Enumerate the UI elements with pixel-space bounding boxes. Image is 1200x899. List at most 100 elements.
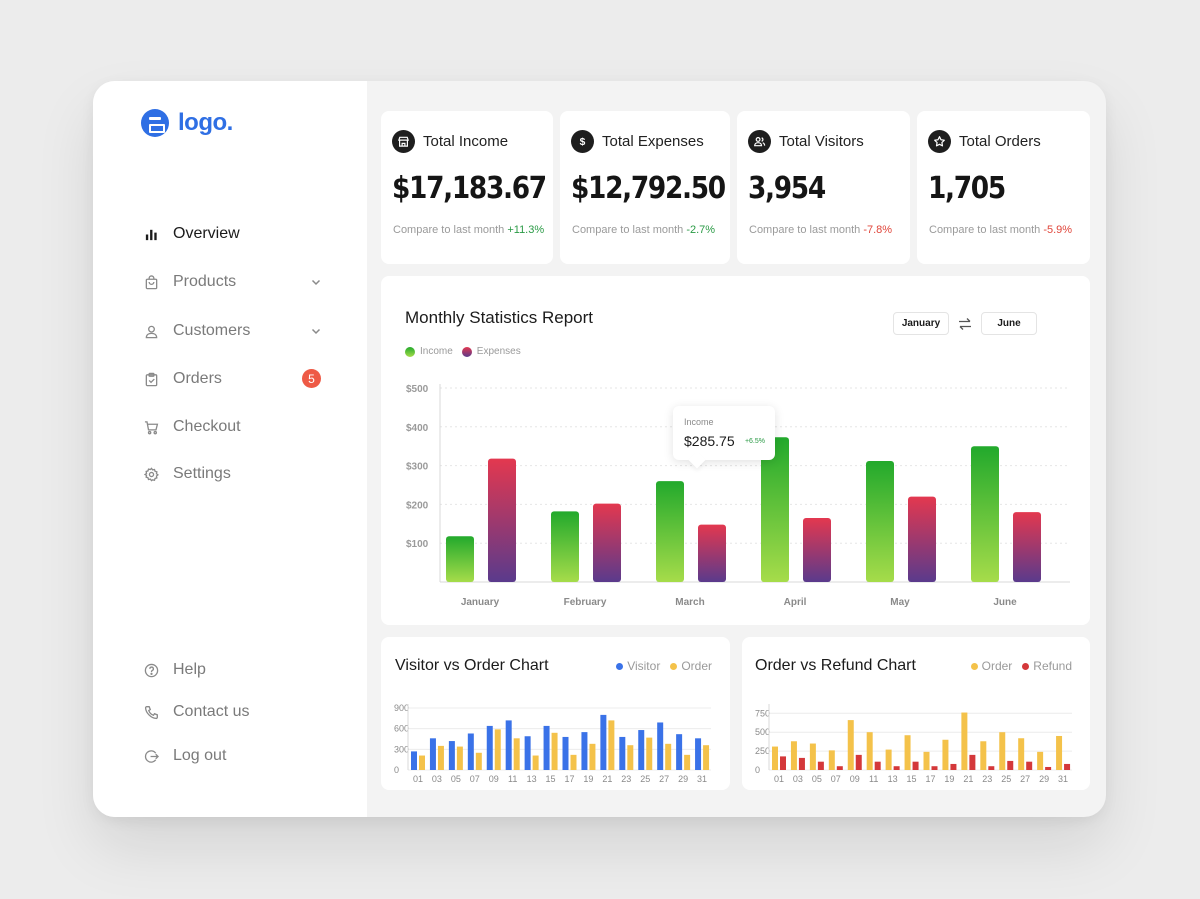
to-month-select[interactable]: June (981, 312, 1037, 335)
sidebar-item-help[interactable]: Help (143, 655, 323, 685)
y-tick-label: 750 (755, 708, 770, 718)
refund-bar (1045, 766, 1052, 770)
visitor-bar (486, 725, 493, 770)
change-value: -5.9% (1043, 224, 1073, 236)
y-tick-label: 900 (394, 703, 409, 713)
x-tick-label: 03 (432, 774, 442, 784)
order-swatch (670, 662, 678, 670)
order-bar (494, 729, 501, 770)
x-tick-label: 25 (1001, 774, 1011, 784)
chevron-down-icon[interactable] (309, 275, 323, 289)
chart-legend: Order Refund (961, 659, 1072, 673)
stat-value: $12,792.50 (571, 171, 726, 206)
stat-card-total-visitors[interactable]: Total Visitors 3,954 Compare to last mon… (737, 111, 910, 264)
x-tick-label: 29 (678, 774, 688, 784)
x-tick-label: 05 (451, 774, 461, 784)
y-tick-label: 600 (394, 724, 409, 734)
visitor-bar (619, 736, 626, 770)
sidebar-item-checkout[interactable]: Checkout (143, 412, 323, 442)
stat-card-total-expenses[interactable]: $ Total Expenses $12,792.50 Compare to l… (560, 111, 730, 264)
refund-bar (931, 766, 938, 770)
refund-bar (780, 756, 786, 770)
sidebar-item-label: Contact us (173, 703, 250, 720)
expenses-bar (593, 503, 621, 582)
sidebar-item-overview[interactable]: Overview (143, 219, 323, 249)
visitor-bar (600, 714, 607, 770)
x-tick-label: 15 (907, 774, 917, 784)
sidebar-item-customers[interactable]: Customers (143, 316, 323, 346)
stat-card-total-orders[interactable]: Total Orders 1,705 Compare to last month… (917, 111, 1090, 264)
x-tick-label: 19 (583, 774, 593, 784)
compare-text: Compare to last month (749, 224, 861, 236)
sidebar-item-contact-us[interactable]: Contact us (143, 697, 323, 727)
expenses-bar (908, 496, 936, 582)
x-tick-label: 23 (621, 774, 631, 784)
x-tick-label: 05 (812, 774, 822, 784)
sidebar-item-label: Checkout (173, 418, 241, 435)
y-tick-label: $500 (406, 384, 429, 395)
sidebar-item-products[interactable]: Products (143, 267, 323, 297)
legend-label: Refund (1033, 659, 1072, 673)
chart-legend: Income Expenses (405, 346, 530, 357)
x-tick-label: May (890, 597, 910, 608)
swap-icon[interactable] (957, 316, 973, 332)
logo-icon (141, 109, 169, 137)
order-bar (608, 720, 615, 770)
order-bar (532, 755, 539, 770)
sidebar: logo. Overview Products Customers (93, 81, 367, 817)
expenses-bar (488, 458, 516, 582)
stat-title: Total Income (423, 133, 509, 150)
tooltip-label: Income (684, 417, 714, 427)
cart-icon (143, 419, 159, 435)
refund-bar (893, 766, 900, 770)
order-bar (1037, 751, 1044, 770)
order-bar (904, 735, 911, 770)
svg-text:$: $ (580, 137, 586, 148)
x-tick-label: 07 (470, 774, 480, 784)
x-tick-label: 01 (413, 774, 423, 784)
visitor-bar (657, 722, 664, 770)
order-bar (790, 741, 797, 770)
visitor-bar (448, 741, 455, 770)
sidebar-item-orders[interactable]: Orders 5 (143, 364, 323, 394)
order-bar (772, 746, 778, 770)
stat-card-total-income[interactable]: Total Income $17,183.67 Compare to last … (381, 111, 553, 264)
order-bar (1018, 738, 1025, 770)
change-value: +11.3% (507, 224, 545, 236)
gear-icon (143, 466, 159, 482)
order-bar (684, 754, 691, 770)
x-tick-label: 27 (1020, 774, 1030, 784)
expenses-bar (1013, 512, 1041, 582)
y-tick-label: 0 (394, 765, 399, 775)
order-bar (646, 737, 653, 770)
dollar-icon: $ (571, 130, 594, 153)
chart-title: Monthly Statistics Report (405, 308, 594, 327)
chevron-down-icon[interactable] (309, 324, 323, 338)
order-bar (419, 755, 425, 770)
x-tick-label: 07 (831, 774, 841, 784)
logo[interactable]: logo. (141, 109, 233, 137)
from-month-select[interactable]: January (893, 312, 949, 335)
order-bar (437, 745, 444, 770)
stat-value: 1,705 (928, 171, 1006, 206)
x-tick-label: 11 (869, 774, 878, 784)
compare-text: Compare to last month (572, 224, 684, 236)
sidebar-item-label: Customers (173, 322, 251, 339)
x-tick-label: 11 (508, 774, 517, 784)
visitor-bar (581, 732, 588, 770)
sidebar-item-settings[interactable]: Settings (143, 459, 323, 489)
y-tick-label: $400 (406, 423, 429, 434)
phone-icon (143, 704, 159, 720)
x-tick-label: 25 (640, 774, 650, 784)
order-bar (665, 743, 672, 770)
visitor-bar (676, 734, 683, 770)
order-bar (961, 712, 968, 770)
visitor-swatch (616, 662, 624, 670)
visitor-bar (638, 730, 645, 770)
refund-bar (1026, 761, 1033, 770)
x-tick-label: 13 (527, 774, 537, 784)
compare-text: Compare to last month (393, 224, 505, 236)
order-bar (885, 749, 892, 770)
expenses-bar (698, 524, 726, 582)
sidebar-item-log-out[interactable]: Log out (143, 741, 323, 771)
